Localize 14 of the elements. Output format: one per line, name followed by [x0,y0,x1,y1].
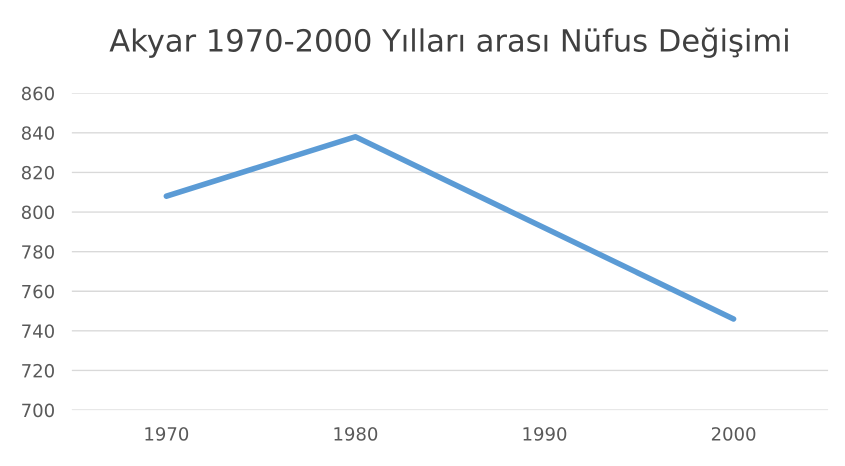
y-tick-label: 860 [22,86,54,100]
y-tick-label: 820 [22,166,54,180]
y-tick-label: 800 [22,205,54,220]
x-tick-label: 1990 [524,427,566,441]
y-tick-label: 780 [22,245,54,259]
y-tick-label: 760 [22,284,54,298]
y-tick-label: 740 [22,324,54,338]
y-tick-label: 700 [22,404,54,418]
y-tick-label: 840 [22,126,54,140]
y-tick-label: 720 [22,364,54,378]
x-tick-label: 2000 [712,427,756,441]
x-tick-label: 1970 [145,427,188,441]
chart-title: Akyar 1970-2000 Yılları arası Nüfus Değişimi [109,28,788,58]
x-tick-label: 1980 [334,427,378,441]
